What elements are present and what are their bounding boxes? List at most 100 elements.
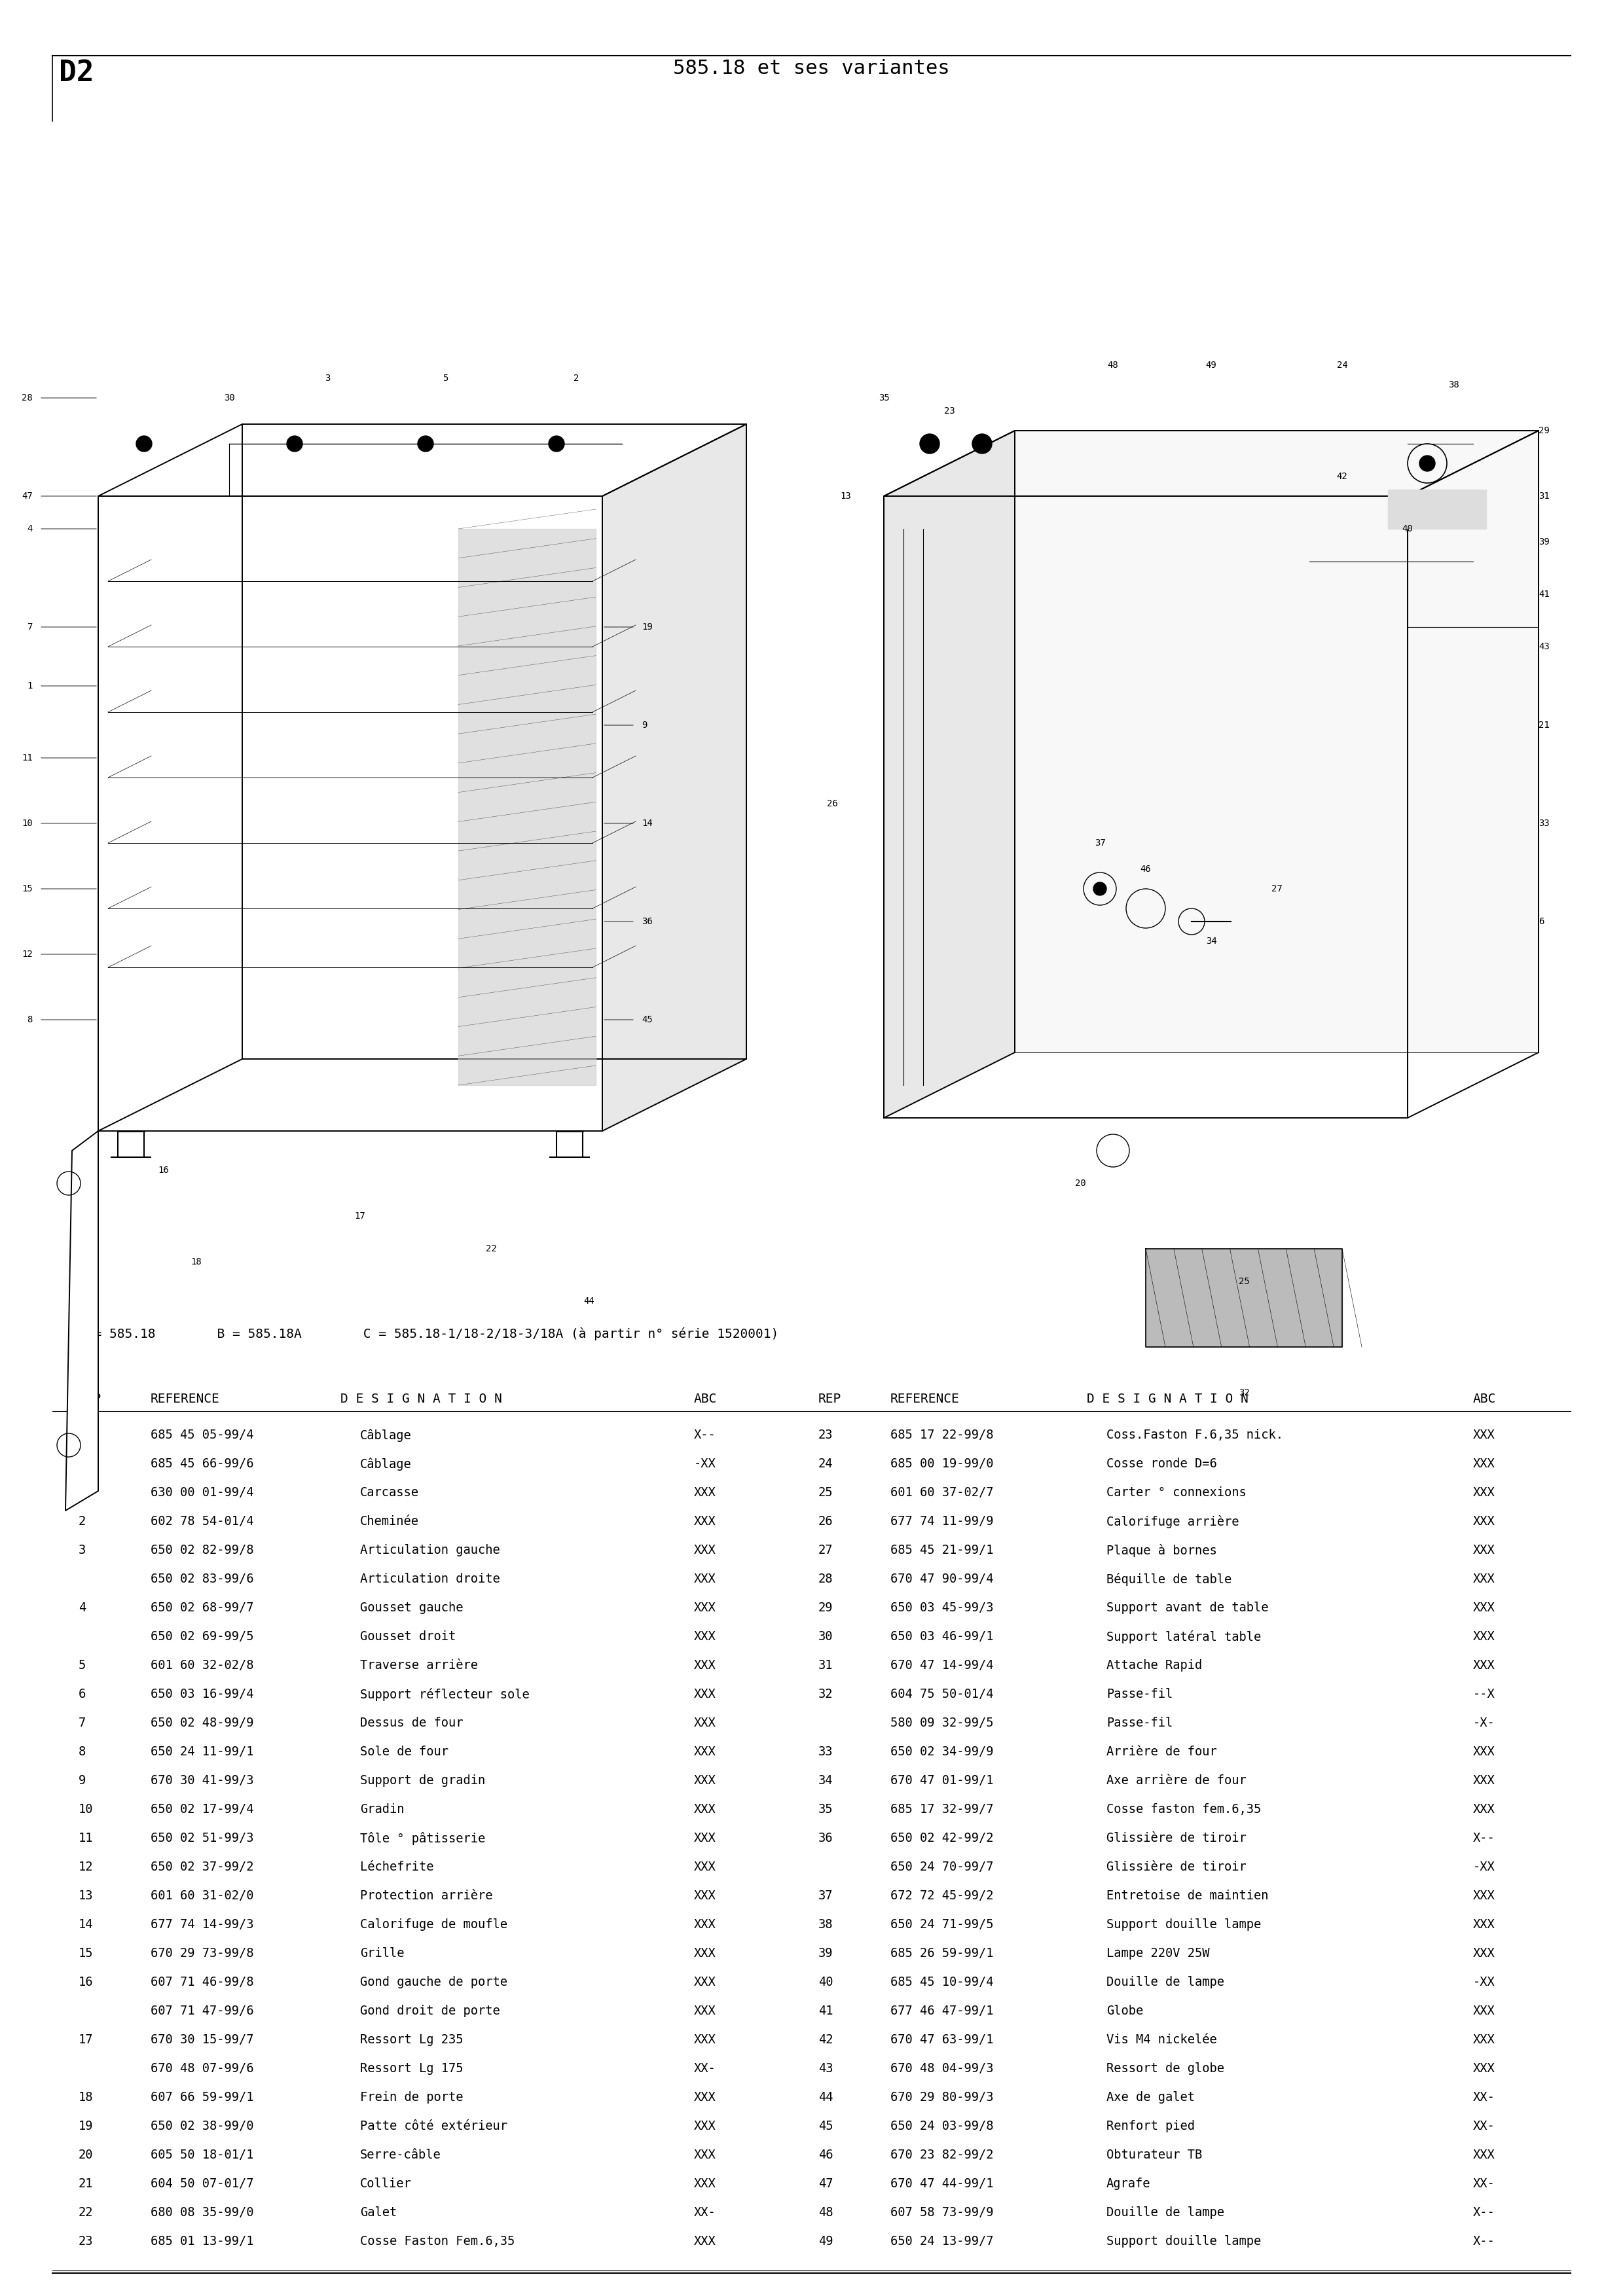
Text: REFERENCE: REFERENCE — [891, 1394, 959, 1405]
Text: 3: 3 — [325, 374, 329, 383]
Text: 37: 37 — [1094, 838, 1105, 847]
Text: 39: 39 — [818, 1947, 833, 1958]
Text: 685 00 19-99/0: 685 00 19-99/0 — [891, 1458, 993, 1469]
Circle shape — [287, 436, 302, 452]
Text: XXX: XXX — [695, 2004, 716, 2018]
Text: 5: 5 — [443, 374, 448, 383]
Polygon shape — [65, 1132, 99, 1511]
Text: XXX: XXX — [695, 1486, 716, 1499]
Text: Globe: Globe — [1107, 2004, 1143, 2018]
Polygon shape — [885, 432, 1014, 1118]
Text: 605 50 18-01/1: 605 50 18-01/1 — [151, 2149, 253, 2161]
Text: Serre-câble: Serre-câble — [360, 2149, 441, 2161]
Text: Collier: Collier — [360, 2177, 412, 2190]
Text: 670 47 90-99/4: 670 47 90-99/4 — [891, 1573, 993, 1584]
Text: 49: 49 — [818, 2234, 833, 2248]
Text: 6: 6 — [1539, 916, 1543, 925]
Text: 650 02 83-99/6: 650 02 83-99/6 — [151, 1573, 253, 1584]
Text: 670 29 73-99/8: 670 29 73-99/8 — [151, 1947, 253, 1958]
Text: Cheminée: Cheminée — [360, 1515, 419, 1527]
Polygon shape — [99, 425, 747, 496]
Text: XXX: XXX — [695, 2119, 716, 2133]
Circle shape — [972, 434, 992, 455]
Text: XXX: XXX — [1474, 1919, 1495, 1931]
Polygon shape — [1146, 1249, 1342, 1348]
Text: 45: 45 — [818, 2119, 833, 2133]
Text: 604 50 07-01/7: 604 50 07-01/7 — [151, 2177, 253, 2190]
Text: 19: 19 — [78, 2119, 93, 2133]
Text: 607 58 73-99/9: 607 58 73-99/9 — [891, 2206, 993, 2218]
Text: 29: 29 — [818, 1603, 833, 1614]
Text: 650 03 45-99/3: 650 03 45-99/3 — [891, 1603, 993, 1614]
Text: ABC: ABC — [1474, 1394, 1496, 1405]
Text: 48: 48 — [1107, 360, 1118, 370]
Text: 20: 20 — [1074, 1178, 1086, 1187]
Text: 685 45 66-99/6: 685 45 66-99/6 — [151, 1458, 253, 1469]
Text: XXX: XXX — [1474, 1660, 1495, 1671]
Text: XXX: XXX — [1474, 1630, 1495, 1644]
Text: -XX: -XX — [695, 1458, 716, 1469]
Text: 650 02 34-99/9: 650 02 34-99/9 — [891, 1745, 993, 1759]
Text: Gousset gauche: Gousset gauche — [360, 1603, 463, 1614]
Text: 601 60 37-02/7: 601 60 37-02/7 — [891, 1486, 993, 1499]
Text: Cosse ronde D=6: Cosse ronde D=6 — [1107, 1458, 1217, 1469]
Text: XXX: XXX — [695, 2034, 716, 2046]
Polygon shape — [458, 528, 596, 1086]
Polygon shape — [1014, 432, 1539, 1052]
Text: 32: 32 — [1238, 1389, 1250, 1398]
Text: -X-: -X- — [1474, 1717, 1495, 1729]
Text: 11: 11 — [21, 753, 32, 762]
Text: Ressort de globe: Ressort de globe — [1107, 2062, 1224, 2076]
Text: 604 75 50-01/4: 604 75 50-01/4 — [891, 1688, 993, 1701]
Text: 44: 44 — [584, 1297, 594, 1306]
Text: Calorifuge de moufle: Calorifuge de moufle — [360, 1919, 508, 1931]
Text: 7: 7 — [28, 622, 32, 631]
Text: 650 02 37-99/2: 650 02 37-99/2 — [151, 1860, 253, 1874]
Text: D2: D2 — [58, 60, 94, 87]
Text: Support réflecteur sole: Support réflecteur sole — [360, 1688, 529, 1701]
Text: 23: 23 — [78, 2234, 93, 2248]
Text: Glissière de tiroir: Glissière de tiroir — [1107, 1860, 1246, 1874]
Text: XXX: XXX — [1474, 2062, 1495, 2076]
Text: 35: 35 — [818, 1802, 833, 1816]
Text: XXX: XXX — [1474, 1775, 1495, 1786]
Text: 49: 49 — [1206, 360, 1217, 370]
Text: 650 02 69-99/5: 650 02 69-99/5 — [151, 1630, 253, 1644]
Text: Support douille lampe: Support douille lampe — [1107, 1919, 1261, 1931]
Text: XXX: XXX — [695, 1630, 716, 1644]
Text: Galet: Galet — [360, 2206, 398, 2218]
Text: 650 02 38-99/0: 650 02 38-99/0 — [151, 2119, 253, 2133]
Text: 19: 19 — [641, 622, 652, 631]
Text: XX-: XX- — [1474, 2177, 1495, 2190]
Text: REP: REP — [78, 1394, 102, 1405]
Text: 36: 36 — [641, 916, 652, 925]
Text: 650 02 42-99/2: 650 02 42-99/2 — [891, 1832, 993, 1844]
Text: XXX: XXX — [695, 1947, 716, 1958]
Text: 9: 9 — [78, 1775, 86, 1786]
Text: Cosse Faston Fem.6,35: Cosse Faston Fem.6,35 — [360, 2234, 514, 2248]
Text: 21: 21 — [1539, 721, 1550, 730]
Text: 42: 42 — [818, 2034, 833, 2046]
Text: 4: 4 — [78, 1603, 86, 1614]
Text: 31: 31 — [1539, 491, 1550, 501]
Text: 30: 30 — [818, 1630, 833, 1644]
Text: X--: X-- — [1474, 2234, 1495, 2248]
Text: 7: 7 — [78, 1717, 86, 1729]
Text: XXX: XXX — [1474, 2149, 1495, 2161]
Text: 43: 43 — [1539, 643, 1550, 652]
Text: 601 60 31-02/0: 601 60 31-02/0 — [151, 1890, 253, 1901]
Text: 685 45 21-99/1: 685 45 21-99/1 — [891, 1543, 993, 1557]
Text: 44: 44 — [818, 2092, 833, 2103]
Polygon shape — [99, 496, 602, 1132]
Text: 16: 16 — [78, 1977, 93, 1988]
Text: 13: 13 — [841, 491, 850, 501]
Text: 602 78 54-01/4: 602 78 54-01/4 — [151, 1515, 253, 1527]
Text: 6: 6 — [78, 1688, 86, 1701]
Text: 40: 40 — [818, 1977, 833, 1988]
Text: 46: 46 — [1141, 866, 1151, 875]
Text: 33: 33 — [1539, 820, 1550, 829]
Circle shape — [417, 436, 433, 452]
Text: Support de gradin: Support de gradin — [360, 1775, 485, 1786]
Text: XXX: XXX — [1474, 1745, 1495, 1759]
Text: 670 30 41-99/3: 670 30 41-99/3 — [151, 1775, 253, 1786]
